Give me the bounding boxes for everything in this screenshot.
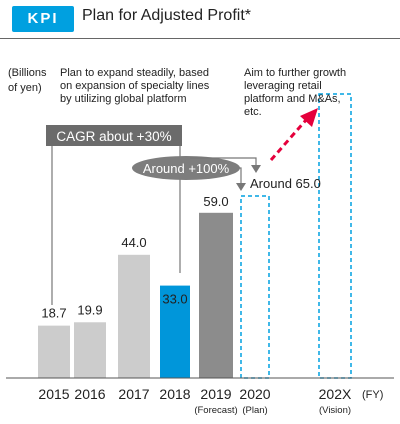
y-axis-label-line2: of yen) xyxy=(8,82,42,94)
header-divider xyxy=(0,38,400,39)
kpi-badge: KPI xyxy=(12,6,74,32)
value-label-2015: 18.7 xyxy=(41,306,66,321)
left-note-line: Plan to expand steadily, based xyxy=(60,67,209,79)
plan-arrowhead xyxy=(251,165,261,173)
tick-label-2018: 2018 xyxy=(159,386,190,402)
tick-sublabel-202X: (Vision) xyxy=(319,405,351,416)
value-label-2016: 19.9 xyxy=(77,302,102,317)
value-label-2018: 33.0 xyxy=(162,292,187,307)
value-label-2017: 44.0 xyxy=(121,235,146,250)
cagr-box xyxy=(46,125,182,146)
value-label-2020: Around 65.0 xyxy=(250,176,321,191)
around-label: Around +100% xyxy=(143,161,230,176)
bar-2020 xyxy=(240,195,270,379)
left-note-line: by utilizing global platform xyxy=(60,93,187,105)
growth-arrow-line xyxy=(269,119,308,161)
around-ellipse xyxy=(132,156,240,180)
y-axis-label-line1: (Billions xyxy=(8,67,47,79)
bar-202X xyxy=(318,93,352,379)
tick-label-2016: 2016 xyxy=(74,386,105,402)
value-label-2019: 59.0 xyxy=(203,194,228,209)
bar-2016 xyxy=(74,322,106,378)
bar-2015 xyxy=(38,325,70,378)
right-note-line: Aim to further growth xyxy=(244,67,346,79)
left-note-line: on expansion of specialty lines xyxy=(60,80,210,92)
right-note-line: etc. xyxy=(244,106,262,118)
right-note-line: platform and M&As, xyxy=(244,93,341,105)
around-arrowhead xyxy=(236,183,246,191)
tick-sublabel-2020: (Plan) xyxy=(242,405,267,416)
tick-label-2017: 2017 xyxy=(118,386,149,402)
tick-label-2020: 2020 xyxy=(239,386,270,402)
bar-2017 xyxy=(118,254,150,378)
right-note-line: leveraging retail xyxy=(244,80,322,92)
tick-label-2015: 2015 xyxy=(38,386,69,402)
cagr-label: CAGR about +30% xyxy=(56,129,171,144)
tick-label-2019: 2019 xyxy=(200,386,231,402)
chart-title: Plan for Adjusted Profit* xyxy=(82,7,251,24)
growth-arrowhead xyxy=(300,108,318,127)
tick-label-202X: 202X xyxy=(319,386,352,402)
bar-2018 xyxy=(160,285,190,378)
tick-sublabel-2019: (Forecast) xyxy=(194,405,237,416)
bar-2019 xyxy=(199,212,233,378)
x-axis-unit: (FY) xyxy=(362,389,383,401)
plan-bracket xyxy=(190,157,257,166)
